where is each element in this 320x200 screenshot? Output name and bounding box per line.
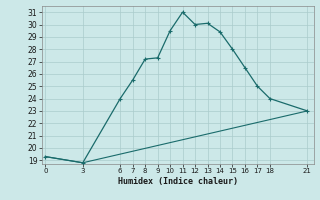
X-axis label: Humidex (Indice chaleur): Humidex (Indice chaleur) xyxy=(118,177,237,186)
